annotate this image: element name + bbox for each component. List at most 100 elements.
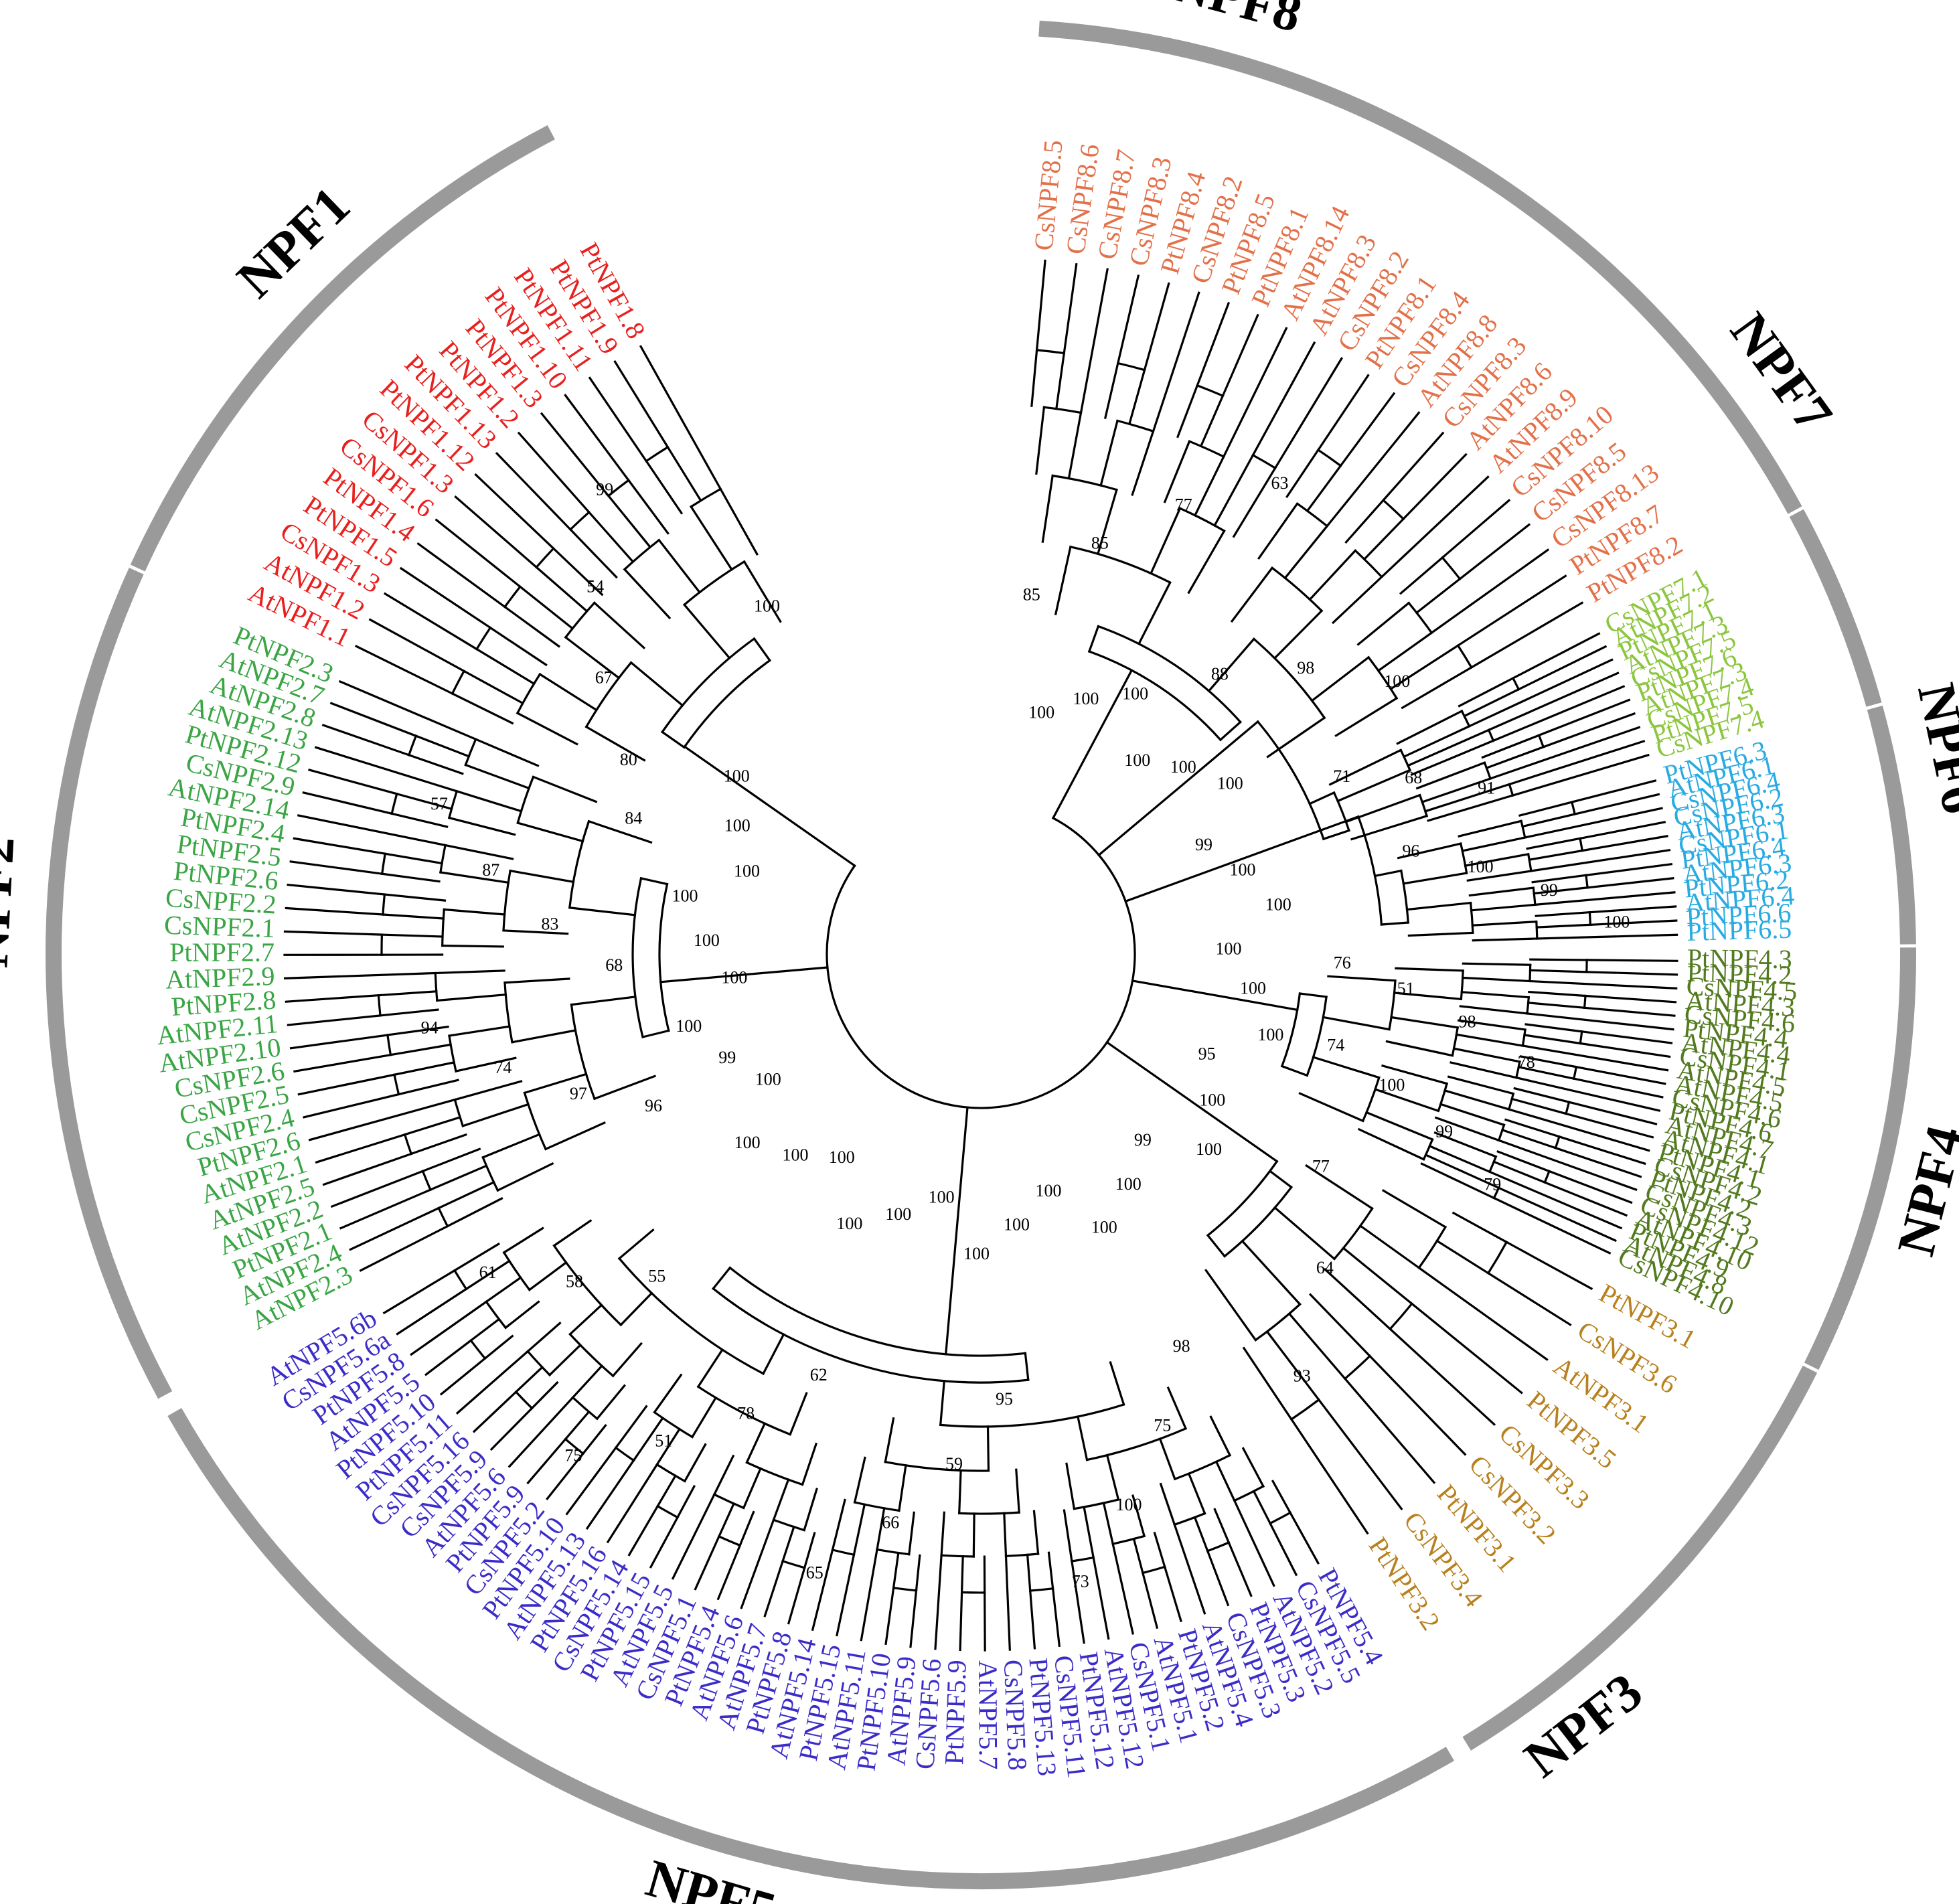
internal-branch bbox=[548, 1343, 582, 1377]
internal-branch bbox=[1424, 1153, 1500, 1190]
internal-arc bbox=[1520, 819, 1526, 839]
internal-branch bbox=[1524, 1023, 1583, 1033]
clade-node-arc bbox=[631, 876, 644, 1038]
internal-branch bbox=[509, 869, 575, 884]
internal-arc bbox=[1460, 969, 1464, 1001]
internal-branch bbox=[1328, 748, 1403, 786]
internal-arc bbox=[514, 1390, 534, 1410]
internal-arc bbox=[1554, 1135, 1561, 1149]
clade-stem bbox=[1097, 720, 1259, 857]
leaf-branch bbox=[984, 1591, 986, 1652]
internal-branch bbox=[641, 1029, 670, 1038]
internal-branch bbox=[581, 1423, 607, 1455]
internal-branch bbox=[564, 1410, 591, 1441]
internal-branch bbox=[607, 494, 652, 549]
leaf-branch bbox=[1268, 1522, 1298, 1577]
leaf-branch bbox=[1470, 601, 1584, 669]
internal-branch bbox=[1526, 1002, 1586, 1010]
leaf-branch bbox=[1529, 979, 1678, 989]
internal-arc bbox=[1141, 1565, 1166, 1575]
internal-branch bbox=[1041, 474, 1054, 543]
bootstrap-value: 98 bbox=[1173, 1336, 1190, 1356]
internal-arc bbox=[441, 908, 446, 947]
internal-branch bbox=[1127, 368, 1146, 426]
bootstrap-value: 100 bbox=[836, 1214, 862, 1233]
internal-arc bbox=[393, 1073, 400, 1096]
internal-arc bbox=[1418, 793, 1429, 817]
internal-branch bbox=[629, 661, 684, 707]
internal-branch bbox=[441, 944, 504, 948]
internal-branch bbox=[1199, 394, 1225, 448]
internal-branch bbox=[502, 1226, 544, 1255]
internal-branch bbox=[986, 1425, 990, 1472]
leaf-branch bbox=[1289, 1417, 1369, 1535]
internal-branch bbox=[464, 763, 531, 790]
bootstrap-value: 80 bbox=[620, 750, 637, 769]
internal-branch bbox=[1067, 411, 1083, 480]
internal-branch bbox=[689, 505, 734, 571]
bootstrap-value: 77 bbox=[1175, 495, 1192, 514]
bootstrap-value: 100 bbox=[929, 1187, 955, 1206]
internal-branch bbox=[1435, 1239, 1490, 1275]
bootstrap-value: 61 bbox=[479, 1263, 497, 1282]
bootstrap-value: 66 bbox=[882, 1512, 899, 1532]
internal-branch bbox=[1420, 1162, 1496, 1200]
internal-branch bbox=[1377, 631, 1433, 673]
internal-branch bbox=[1047, 1551, 1054, 1590]
internal-branch bbox=[1464, 853, 1530, 867]
internal-arc bbox=[1526, 853, 1533, 872]
internal-arc bbox=[434, 971, 439, 1002]
internal-branch bbox=[1373, 869, 1403, 878]
bootstrap-value: 100 bbox=[1115, 1174, 1142, 1194]
leaf-branch bbox=[1488, 726, 1641, 781]
internal-branch bbox=[568, 1303, 603, 1336]
internal-arc bbox=[884, 1460, 990, 1472]
bootstrap-value: 75 bbox=[1154, 1416, 1171, 1435]
leaf-branch bbox=[1585, 971, 1678, 976]
leaf-branch bbox=[396, 1287, 468, 1336]
bootstrap-value: 88 bbox=[1211, 664, 1229, 684]
bootstrap-value: 62 bbox=[810, 1365, 828, 1384]
internal-branch bbox=[1434, 1116, 1500, 1142]
internal-branch bbox=[1535, 923, 1592, 929]
internal-branch bbox=[443, 908, 506, 916]
bootstrap-value: 93 bbox=[1294, 1366, 1311, 1386]
internal-arc bbox=[386, 1034, 392, 1056]
internal-branch bbox=[852, 1503, 866, 1557]
internal-branch bbox=[611, 1342, 643, 1378]
internal-branch bbox=[753, 637, 772, 662]
leaf-branch bbox=[472, 1390, 518, 1433]
internal-arc bbox=[1296, 502, 1329, 528]
internal-branch bbox=[908, 1511, 915, 1556]
leaf-branch bbox=[289, 1034, 389, 1050]
internal-arc bbox=[717, 1534, 742, 1547]
bootstrap-value: 74 bbox=[494, 1058, 512, 1077]
leaf-branch bbox=[694, 1534, 721, 1591]
leaf-branch bbox=[1458, 523, 1531, 580]
internal-branch bbox=[1344, 498, 1385, 544]
bootstrap-value: 100 bbox=[963, 1244, 990, 1263]
internal-branch bbox=[655, 1427, 682, 1466]
leaf-branch bbox=[740, 1518, 775, 1609]
internal-branch bbox=[1331, 575, 1384, 625]
internal-branch bbox=[772, 1478, 790, 1522]
leaf-branch bbox=[1035, 259, 1046, 351]
internal-arc bbox=[1459, 842, 1468, 874]
internal-branch bbox=[1381, 1189, 1447, 1228]
internal-branch bbox=[1374, 1088, 1440, 1113]
internal-branch bbox=[1035, 406, 1046, 475]
leaf-branch bbox=[1523, 807, 1663, 839]
internal-branch bbox=[448, 1025, 511, 1037]
internal-branch bbox=[1065, 1462, 1076, 1510]
leaf-branch bbox=[1537, 698, 1631, 737]
bootstrap-value: 100 bbox=[1199, 1090, 1225, 1109]
leaf-branch bbox=[1141, 1571, 1159, 1630]
leaf-branch bbox=[1570, 779, 1657, 804]
internal-arc bbox=[1487, 728, 1495, 742]
internal-arc bbox=[1071, 1556, 1095, 1563]
leaf-branch bbox=[1273, 357, 1343, 470]
internal-arc bbox=[1004, 1553, 1040, 1557]
internal-branch bbox=[1306, 464, 1342, 513]
internal-arc bbox=[1451, 1026, 1460, 1057]
